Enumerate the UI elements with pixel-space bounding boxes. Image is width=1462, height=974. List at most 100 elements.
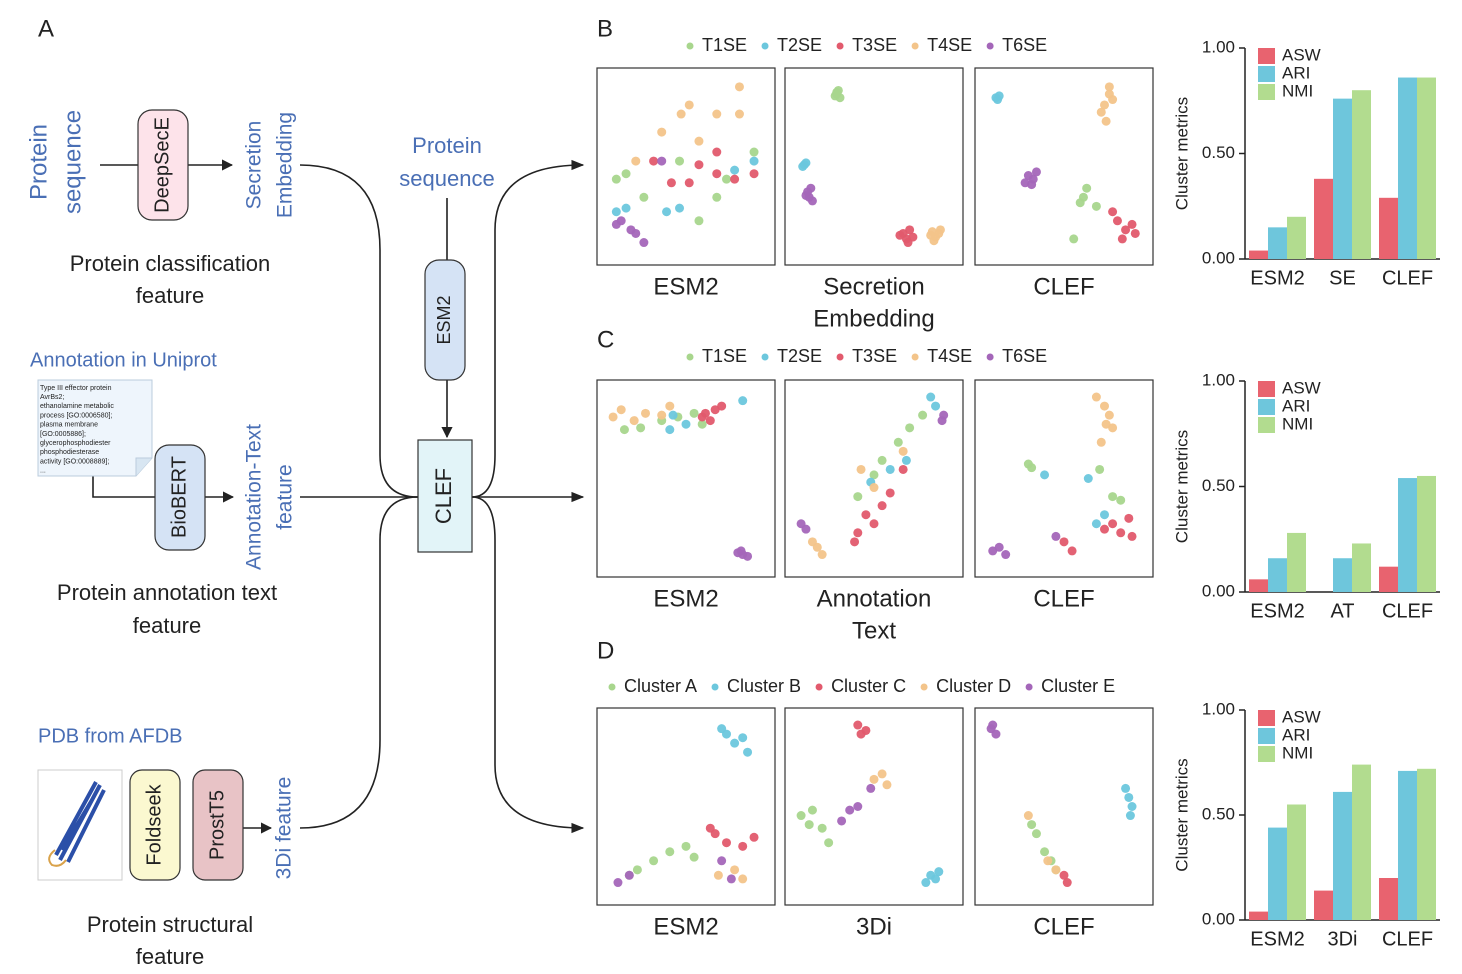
legend-label: T6SE (1002, 346, 1047, 366)
scatter-point (1091, 392, 1101, 402)
scatter-point (689, 852, 699, 862)
scatter-point (856, 729, 866, 739)
arrow (471, 159, 585, 498)
scatter-point (866, 783, 876, 793)
scatter-point (905, 225, 915, 235)
legend-dot (761, 42, 769, 50)
bar (1417, 768, 1436, 920)
scatter-point (812, 542, 822, 552)
plot-frame (596, 707, 776, 906)
scatter-point (611, 207, 621, 217)
scatter-point (616, 216, 626, 226)
model-label: BioBERT (168, 456, 190, 538)
clef-box (417, 439, 473, 553)
legend-label: T2SE (777, 35, 822, 55)
plot-label: ESM2 (653, 913, 718, 940)
caption: Protein structural (87, 912, 253, 937)
feature-label: Annotation-Text (243, 424, 266, 570)
bar (1268, 227, 1287, 259)
legend-swatch (1258, 728, 1275, 744)
scatter-point (649, 156, 659, 166)
scatter-point (1121, 783, 1131, 793)
scatter-point (743, 551, 753, 561)
scatter-point (641, 408, 650, 418)
y-tick-label: 0.50 (1202, 476, 1235, 495)
scatter-point (705, 416, 715, 426)
scatter-point (1108, 519, 1118, 529)
panel-label: D (597, 637, 614, 664)
scatter-point (694, 216, 704, 226)
legend-label: ARI (1282, 725, 1310, 744)
connector (299, 496, 419, 829)
scatter-point (807, 196, 817, 206)
feature-label: feature (274, 464, 297, 529)
scatter-point (807, 805, 817, 815)
scatter-point (743, 747, 753, 757)
scatter-point (738, 396, 748, 406)
model-label: ESM2 (434, 295, 454, 344)
scatter-point (749, 156, 759, 166)
plot-label: CLEF (1033, 273, 1094, 300)
scatter-point (694, 160, 704, 170)
legend-label: Cluster E (1041, 676, 1115, 696)
document-line: activity [GO:0008889]; (40, 458, 109, 465)
scatter-point (697, 412, 707, 422)
scatter-point (882, 780, 892, 790)
protein-helix (54, 781, 106, 863)
scatter-point (636, 423, 646, 433)
legend-label: T2SE (777, 346, 822, 366)
scatter-point (734, 82, 744, 92)
legend-label: NMI (1282, 81, 1313, 100)
plot-frame (596, 67, 776, 266)
scatter-point (1130, 228, 1140, 238)
scatter-point (668, 410, 678, 420)
scatter-point (749, 832, 759, 842)
legend-dot (836, 353, 844, 361)
deepsece-box (137, 109, 189, 221)
scatter-point (675, 203, 685, 213)
legend-label: ARI (1282, 63, 1310, 82)
legend-label: NMI (1282, 743, 1313, 762)
bar (1352, 764, 1371, 920)
scatter-point (988, 720, 998, 730)
legend-swatch (1258, 746, 1275, 762)
bar (1379, 197, 1398, 259)
scatter-point (1121, 225, 1131, 235)
x-tick-label: 3Di (1327, 928, 1357, 950)
scatter-point (898, 446, 908, 456)
legend-label: T1SE (702, 35, 747, 55)
scatter-point (994, 542, 1004, 552)
scatter-point (611, 174, 621, 184)
scatter-point (697, 419, 707, 429)
legend-label: Cluster D (936, 676, 1011, 696)
panel-label: A (38, 15, 54, 42)
scatter-point (1108, 95, 1118, 105)
y-tick-label: 0.50 (1202, 804, 1235, 823)
scatter-point (1051, 865, 1061, 875)
connector (299, 164, 419, 498)
scatter-point (726, 874, 736, 884)
caption: Protein annotation text (57, 580, 277, 605)
scatter-point (712, 109, 722, 119)
scatter-point (657, 127, 667, 137)
scatter-point (1095, 464, 1105, 474)
bar (1398, 77, 1417, 259)
scatter-point (730, 738, 740, 748)
bar (1314, 890, 1333, 920)
scatter-point (1124, 792, 1134, 802)
prostt5-box (192, 769, 244, 881)
scatter-point (749, 169, 759, 179)
legend-dot (711, 683, 719, 691)
scatter-point (712, 169, 722, 179)
x-tick-label: CLEF (1382, 928, 1433, 950)
scatter-point (1069, 234, 1079, 244)
document-line: ... (40, 468, 46, 475)
scatter-point (893, 437, 903, 447)
scatter-point (1101, 116, 1111, 126)
model-label: Foldseek (143, 783, 165, 865)
scatter-point (1096, 437, 1106, 447)
y-tick-label: 1.00 (1202, 699, 1235, 718)
scatter-point (926, 230, 936, 240)
scatter-point (877, 455, 887, 465)
